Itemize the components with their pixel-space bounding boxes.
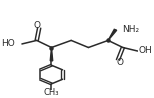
Text: O: O xyxy=(33,21,40,30)
Text: O: O xyxy=(117,58,124,67)
Polygon shape xyxy=(108,29,117,40)
Text: CH₃: CH₃ xyxy=(44,88,59,97)
Polygon shape xyxy=(50,48,53,61)
Text: HO: HO xyxy=(1,39,15,48)
Text: NH₂: NH₂ xyxy=(122,25,139,34)
Text: OH: OH xyxy=(139,46,153,55)
